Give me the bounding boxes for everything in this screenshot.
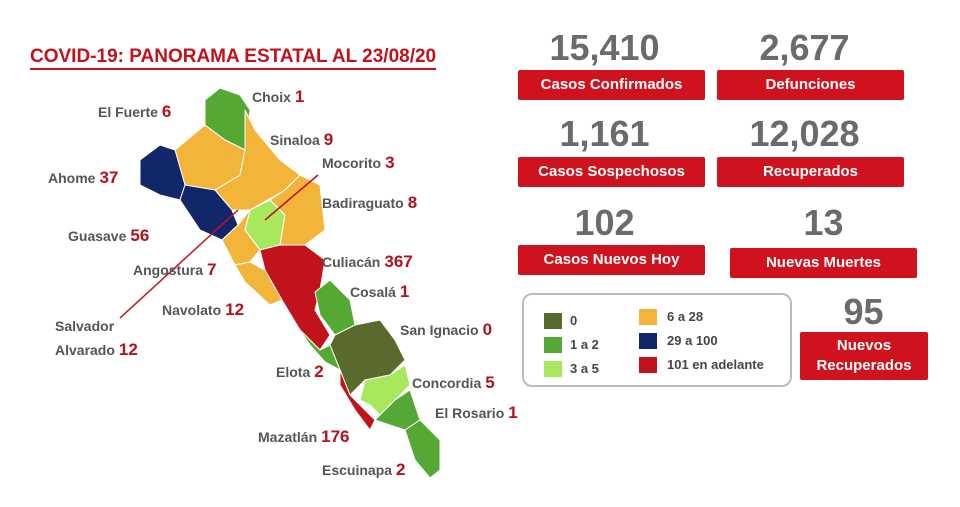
region (179, 184, 239, 241)
municipality-name: Angostura (133, 262, 203, 278)
stat-value: 102 (574, 202, 635, 243)
municipality-name: Escuinapa (322, 462, 393, 478)
municipality-cases: 0 (482, 320, 493, 339)
stat-label: Defunciones (717, 70, 904, 100)
legend-swatch (544, 361, 562, 377)
municipality-name: Mazatlán (258, 429, 318, 445)
municipality-cases: 1 (508, 403, 518, 422)
municipality-name: Cosalá (350, 284, 396, 300)
stat-label: Casos Confirmados (518, 70, 705, 100)
municipality-cases: 176 (321, 427, 350, 446)
municipality-cases: 367 (384, 252, 413, 271)
municipality-cases: 12 (118, 340, 138, 359)
stat-value: 1,161 (559, 113, 650, 154)
municipality-label: Guasave 56 (68, 225, 149, 247)
municipality-label: Angostura 7 (133, 259, 216, 281)
municipality-cases: 2 (314, 362, 324, 381)
municipality-label: Escuinapa 2 (322, 459, 406, 481)
municipality-label: Choix 1 (252, 86, 304, 108)
legend-label: 6 a 28 (667, 309, 704, 324)
stat-label: Nuevos Recuperados (800, 332, 928, 380)
stat-value: 15,410 (549, 27, 660, 68)
municipality-cases: 6 (161, 102, 172, 121)
municipality-label: Ahome 37 (48, 167, 118, 189)
pointer (119, 209, 239, 319)
municipality-label: Cosalá 1 (350, 281, 409, 303)
legend-label: 1 a 2 (570, 337, 599, 352)
legend-label: 0 (570, 313, 578, 328)
legend-swatch (544, 313, 562, 329)
stat-value: 2,677 (759, 27, 850, 68)
municipality-label: Concordia 5 (412, 372, 495, 394)
legend-swatch (639, 357, 657, 373)
title: COVID-19: PANORAMA ESTATAL AL 23/08/20 (30, 46, 437, 70)
municipality-label: Badiraguato 8 (322, 192, 417, 214)
legend-label: 101 en adelante (667, 357, 764, 372)
stat-label: Recuperados (717, 157, 904, 187)
region (339, 369, 376, 431)
municipality-label: Mazatlán 176 (258, 426, 350, 448)
municipality-label: El Fuerte 6 (98, 101, 171, 123)
municipality-name: Mocorito (322, 155, 382, 171)
municipality-cases: 5 (485, 373, 495, 392)
stat-value: 12,028 (749, 113, 860, 154)
stat-value: 13 (803, 202, 844, 243)
municipality-name: Ahome (48, 170, 96, 186)
municipality-name: San Ignacio (400, 322, 479, 338)
municipality-name: Navolato (162, 302, 222, 318)
municipality-name: Salvador Alvarado (55, 318, 115, 358)
municipality-name: El Fuerte (98, 104, 158, 120)
municipality-cases: 37 (99, 168, 119, 187)
municipality-label: San Ignacio 0 (400, 319, 492, 341)
legend-swatch (544, 337, 562, 353)
municipality-label: Culiacán 367 (322, 251, 413, 273)
municipality-label: Elota 2 (276, 361, 324, 383)
municipality-cases: 1 (294, 87, 305, 106)
legend-swatch (639, 333, 657, 349)
municipality-name: Guasave (68, 228, 127, 244)
municipality-name: El Rosario (435, 405, 505, 421)
municipality-label: Salvador Alvarado 12 (55, 314, 155, 362)
municipality-cases: 7 (207, 260, 217, 279)
municipality-label: Navolato 12 (162, 299, 244, 321)
municipality-cases: 1 (399, 282, 410, 301)
legend-label: 29 a 100 (667, 333, 718, 348)
stat-label: Casos Nuevos Hoy (518, 245, 705, 275)
stat-label: Nuevas Muertes (730, 248, 917, 278)
municipality-cases: 8 (407, 193, 418, 212)
legend-label: 3 a 5 (570, 361, 599, 376)
municipality-cases: 3 (385, 153, 395, 172)
legend-swatch (639, 309, 657, 325)
municipality-label: Mocorito 3 (322, 152, 395, 174)
municipality-cases: 9 (323, 130, 334, 149)
municipality-label: El Rosario 1 (435, 402, 518, 424)
municipality-name: Concordia (412, 375, 482, 391)
region (259, 244, 331, 351)
municipality-name: Sinaloa (270, 132, 320, 148)
municipality-name: Choix (252, 89, 291, 105)
stat-value: 95 (843, 291, 884, 332)
municipality-cases: 12 (225, 300, 245, 319)
municipality-cases: 56 (130, 226, 150, 245)
region (404, 419, 441, 479)
stat-label: Casos Sospechosos (518, 157, 705, 187)
pointer (264, 174, 319, 221)
municipality-label: Sinaloa 9 (270, 129, 333, 151)
legend: 0 1 a 2 3 a 5 6 a 28 29 a 100 101 en adelante (522, 293, 792, 387)
municipality-name: Culiacán (322, 254, 381, 270)
municipality-name: Badiraguato (322, 195, 404, 211)
municipality-cases: 2 (396, 460, 406, 479)
municipality-name: Elota (276, 364, 311, 380)
